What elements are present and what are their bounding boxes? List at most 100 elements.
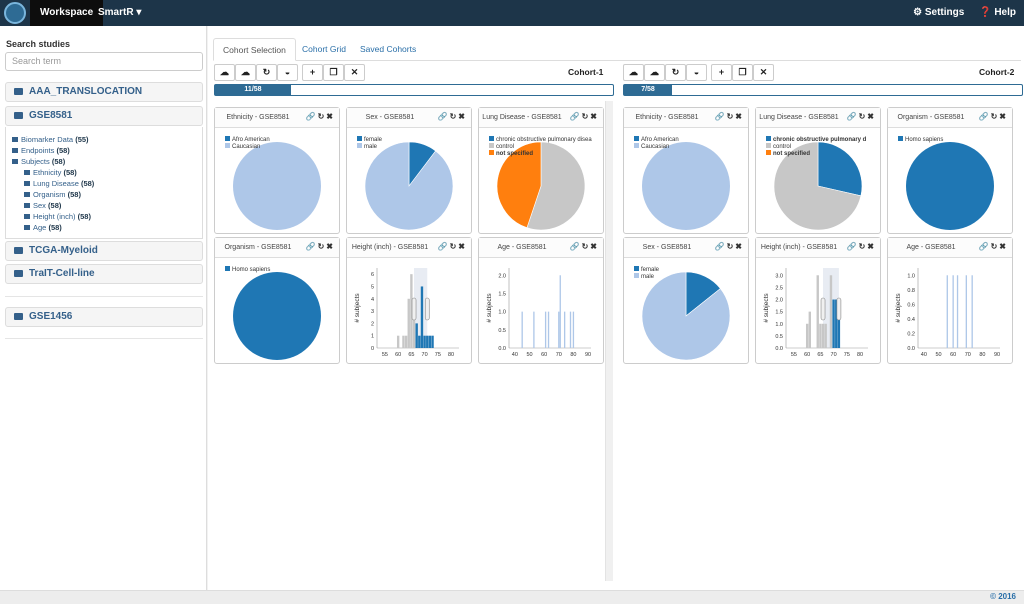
help-link[interactable]: ❓ Help bbox=[979, 7, 1016, 18]
legend-swatch bbox=[634, 136, 639, 141]
study-label: GSE8581 bbox=[29, 110, 73, 121]
refresh-icon[interactable]: ↻ bbox=[665, 64, 686, 81]
tree-node-ethnicity[interactable]: Ethnicity (58) bbox=[24, 168, 77, 177]
tree-node-biomarker[interactable]: Biomarker Data (55) bbox=[12, 135, 89, 144]
x-tick-label: 70 bbox=[831, 352, 837, 358]
copy-icon[interactable]: ❐ bbox=[732, 64, 753, 81]
reset-icon[interactable]: ↻ bbox=[858, 112, 868, 121]
study-gse8581[interactable]: GSE8581 bbox=[5, 106, 203, 126]
link-icon[interactable]: 🔗 bbox=[846, 242, 859, 251]
link-icon[interactable]: 🔗 bbox=[569, 242, 582, 251]
link-icon[interactable]: 🔗 bbox=[305, 242, 318, 251]
nav-smartr-dropdown[interactable]: SmartR ▾ bbox=[98, 7, 142, 18]
y-axis-label: # subjects bbox=[763, 293, 770, 323]
reset-icon[interactable]: ↻ bbox=[990, 242, 1000, 251]
reset-icon[interactable]: ↻ bbox=[581, 112, 591, 121]
study-aaa-translocation[interactable]: AAA_TRANSLOCATION bbox=[5, 82, 203, 102]
tree-node-organism[interactable]: Organism (58) bbox=[24, 190, 81, 199]
tab-saved-cohorts[interactable]: Saved Cohorts bbox=[360, 44, 417, 54]
tab-cohort-grid[interactable]: Cohort Grid bbox=[302, 44, 346, 54]
y-tick-label: 0.0 bbox=[907, 346, 915, 352]
reset-icon[interactable]: ↻ bbox=[858, 242, 868, 251]
study-tcga-myeloid[interactable]: TCGA-Myeloid bbox=[5, 241, 203, 261]
tab-cohort-selection[interactable]: Cohort Selection bbox=[213, 38, 296, 61]
histogram-bar bbox=[816, 275, 819, 348]
eraser-icon[interactable]: ◒ bbox=[277, 64, 298, 81]
reset-icon[interactable]: ↻ bbox=[317, 112, 327, 121]
search-input[interactable]: Search term bbox=[5, 52, 203, 71]
close-icon[interactable]: ✖ bbox=[867, 112, 876, 121]
reset-icon[interactable]: ↻ bbox=[726, 242, 736, 251]
histogram-bar bbox=[819, 323, 822, 348]
nav-workspace[interactable]: Workspace bbox=[30, 0, 104, 26]
tree-node-height[interactable]: Height (inch) (58) bbox=[24, 212, 91, 221]
reset-icon[interactable]: ↻ bbox=[317, 242, 327, 251]
chart-body: 0.0 0.5 1.0 1.5 2.0 40 50 60 70 80 90 # subjects bbox=[479, 258, 603, 363]
close-icon[interactable]: ✕ bbox=[753, 64, 774, 81]
close-icon[interactable]: ✕ bbox=[344, 64, 365, 81]
panel-title: Ethnicity - GSE8581 bbox=[635, 114, 699, 121]
link-icon[interactable]: 🔗 bbox=[978, 112, 991, 121]
y-tick-label: 1.5 bbox=[775, 310, 783, 316]
app-logo-icon[interactable] bbox=[4, 2, 26, 24]
link-icon[interactable]: 🔗 bbox=[305, 112, 318, 121]
search-label: Search studies bbox=[6, 39, 71, 49]
y-tick-label: 2.5 bbox=[775, 285, 783, 291]
cloud-upload-icon[interactable]: ☁ bbox=[214, 64, 235, 81]
x-tick-label: 60 bbox=[804, 352, 810, 358]
close-icon[interactable]: ✖ bbox=[735, 112, 744, 121]
close-icon[interactable]: ✖ bbox=[735, 242, 744, 251]
cloud-upload-icon[interactable]: ☁ bbox=[623, 64, 644, 81]
close-icon[interactable]: ✖ bbox=[590, 242, 599, 251]
tree-node-sex[interactable]: Sex (58) bbox=[24, 201, 61, 210]
close-icon[interactable]: ✖ bbox=[326, 242, 335, 251]
link-icon[interactable]: 🔗 bbox=[978, 242, 991, 251]
link-icon[interactable]: 🔗 bbox=[437, 242, 450, 251]
reset-icon[interactable]: ↻ bbox=[449, 112, 459, 121]
panel-title: Sex - GSE8581 bbox=[365, 114, 415, 121]
tree-node-age[interactable]: Age (58) bbox=[24, 223, 62, 232]
link-icon[interactable]: 🔗 bbox=[714, 242, 727, 251]
copy-icon[interactable]: ❐ bbox=[323, 64, 344, 81]
close-icon[interactable]: ✖ bbox=[867, 242, 876, 251]
close-icon[interactable]: ✖ bbox=[326, 112, 335, 121]
footer: © 2016 bbox=[0, 590, 1024, 604]
study-label: TCGA-Myeloid bbox=[29, 245, 98, 256]
study-label: TraIT-Cell-line bbox=[29, 268, 95, 279]
close-icon[interactable]: ✖ bbox=[458, 112, 467, 121]
study-trait-cell-line[interactable]: TraIT-Cell-line bbox=[5, 264, 203, 284]
close-icon[interactable]: ✖ bbox=[999, 242, 1008, 251]
settings-link[interactable]: ⚙ Settings bbox=[913, 7, 965, 18]
eraser-icon[interactable]: ◒ bbox=[686, 64, 707, 81]
link-icon[interactable]: 🔗 bbox=[437, 112, 450, 121]
close-icon[interactable]: ✖ bbox=[999, 112, 1008, 121]
legend-label: not specified bbox=[773, 151, 810, 157]
x-tick-label: 75 bbox=[435, 352, 441, 358]
refresh-icon[interactable]: ↻ bbox=[256, 64, 277, 81]
reset-icon[interactable]: ↻ bbox=[726, 112, 736, 121]
link-icon[interactable]: 🔗 bbox=[846, 112, 859, 121]
cloud-download-icon[interactable]: ☁ bbox=[235, 64, 256, 81]
chart-panel: Ethnicity - GSE8581 🔗↻✖ Afro American Cauca… bbox=[623, 107, 749, 234]
close-icon[interactable]: ✖ bbox=[590, 112, 599, 121]
study-gse1456[interactable]: GSE1456 bbox=[5, 307, 203, 327]
scrollbar[interactable] bbox=[605, 101, 613, 581]
reset-icon[interactable]: ↻ bbox=[990, 112, 1000, 121]
y-tick-label: 0.0 bbox=[498, 346, 506, 352]
add-icon[interactable]: + bbox=[302, 64, 323, 81]
numeric-icon bbox=[24, 214, 30, 219]
tree-node-endpoints[interactable]: Endpoints (58) bbox=[12, 146, 70, 155]
close-icon[interactable]: ✖ bbox=[458, 242, 467, 251]
link-icon[interactable]: 🔗 bbox=[569, 112, 582, 121]
x-tick-label: 50 bbox=[935, 352, 941, 358]
add-icon[interactable]: + bbox=[711, 64, 732, 81]
categorical-icon bbox=[24, 192, 30, 197]
tree-node-subjects[interactable]: Subjects (58) bbox=[12, 157, 65, 166]
cloud-download-icon[interactable]: ☁ bbox=[644, 64, 665, 81]
histogram-bar bbox=[832, 299, 835, 348]
y-tick-label: 1.0 bbox=[775, 322, 783, 328]
reset-icon[interactable]: ↻ bbox=[449, 242, 459, 251]
reset-icon[interactable]: ↻ bbox=[581, 242, 591, 251]
link-icon[interactable]: 🔗 bbox=[714, 112, 727, 121]
tree-node-lung-disease[interactable]: Lung Disease (58) bbox=[24, 179, 94, 188]
